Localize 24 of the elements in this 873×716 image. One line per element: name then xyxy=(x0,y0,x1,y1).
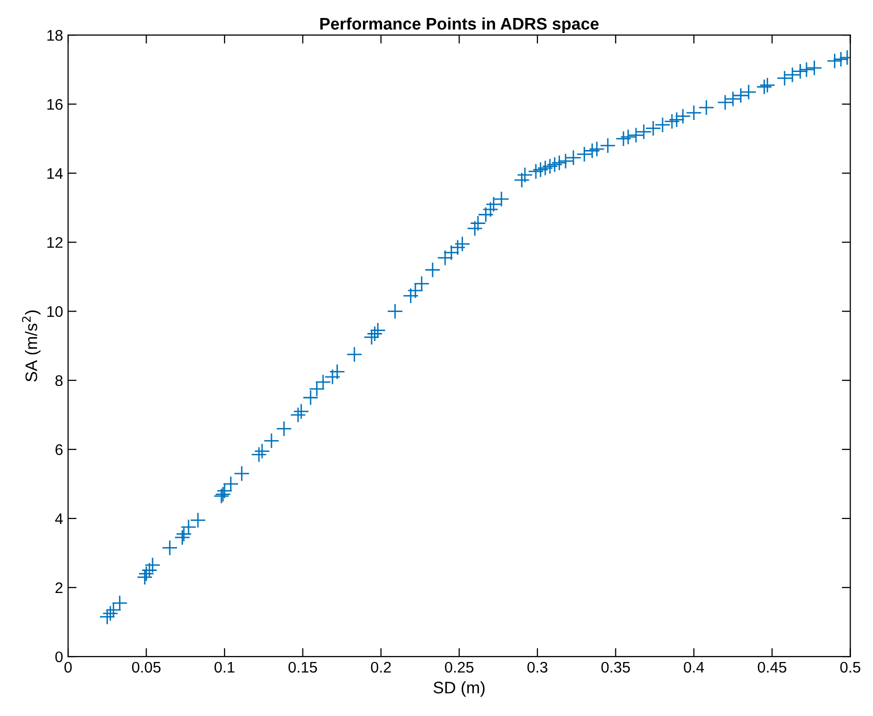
y-tick-label: 6 xyxy=(56,444,63,456)
x-tick-label: 0 xyxy=(64,662,72,673)
x-tick-label: 0.2 xyxy=(370,662,391,673)
x-axis-title: SD (m) xyxy=(434,681,485,697)
x-tick-label: 0.05 xyxy=(132,662,161,673)
x-tick-label: 0.15 xyxy=(288,662,317,673)
y-tick-label: 16 xyxy=(47,99,63,110)
x-tick-label: 0.4 xyxy=(684,662,704,673)
y-tick-label: 0 xyxy=(55,651,63,662)
y-tick-label: 10 xyxy=(47,306,63,317)
x-tick-label: 0.1 xyxy=(214,662,234,673)
chart-title: Performance Points in ADRS space xyxy=(320,17,599,33)
x-tick-label: 0.5 xyxy=(840,662,860,673)
y-tick-label: 2 xyxy=(56,582,62,594)
x-tick-label: 0.25 xyxy=(444,662,474,673)
y-tick-label: 18 xyxy=(47,30,63,41)
y-tick-label: 12 xyxy=(47,237,62,248)
x-tick-label: 0.45 xyxy=(758,662,786,673)
x-tick-label: 0.3 xyxy=(527,662,548,673)
y-tick-label: 14 xyxy=(47,168,63,179)
y-tick-label: 8 xyxy=(55,375,63,386)
y-axis-title: SA (m/s$^{2}$) xyxy=(22,310,41,382)
x-tick-label: 0.35 xyxy=(601,662,630,673)
y-tick-label: 4 xyxy=(55,513,63,524)
